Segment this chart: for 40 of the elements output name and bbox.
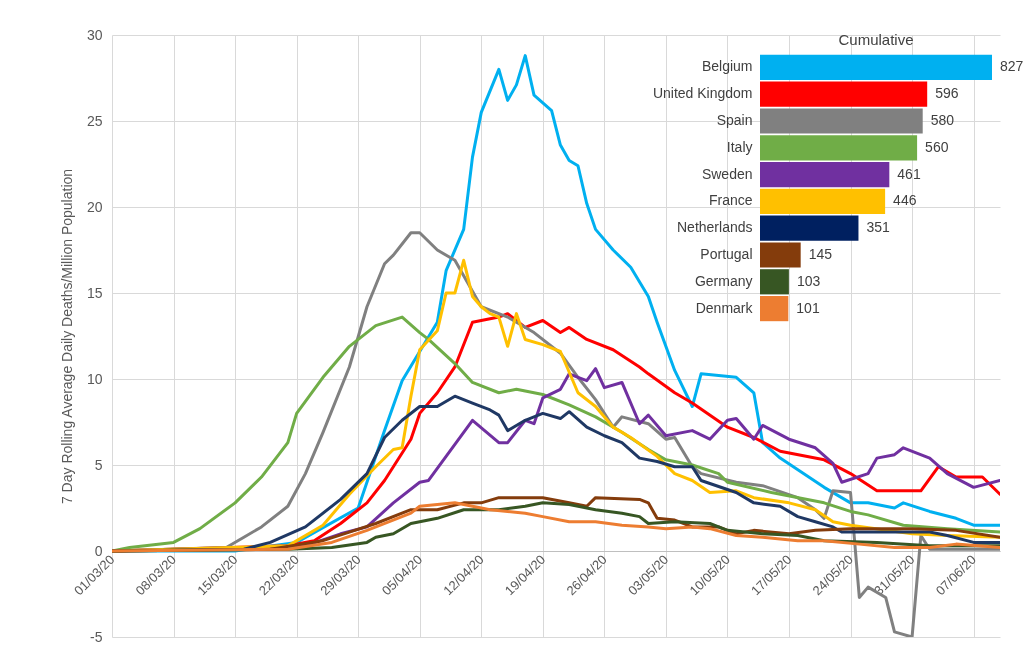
bar [760, 296, 789, 322]
data-label: 351 [866, 219, 891, 236]
bar [760, 135, 918, 161]
bar [760, 108, 923, 134]
y-tick-label: 20 [86, 198, 103, 215]
y-tick-label: Spain [716, 112, 753, 128]
data-label: 103 [796, 272, 821, 289]
bar [760, 54, 992, 80]
y-axis-title: 7 Day Rolling Average Daily Deaths/Million Population [58, 168, 75, 505]
y-tick-label: 30 [86, 26, 103, 43]
y-tick-label: Germany [694, 272, 753, 289]
bar [760, 81, 928, 107]
data-label: 145 [808, 246, 833, 262]
y-tick-label: Denmark [695, 299, 754, 316]
data-label: 596 [935, 85, 959, 102]
bar [760, 188, 886, 214]
bar [760, 162, 890, 188]
y-tick-label: 5 [94, 456, 103, 473]
bar [760, 269, 789, 295]
data-label: 560 [925, 138, 949, 155]
data-label: 101 [796, 299, 820, 316]
y-tick-label: Belgium [701, 58, 753, 75]
y-tick-label: 10 [86, 370, 103, 387]
data-label: 580 [930, 112, 955, 128]
chart-title: Cumulative [838, 31, 914, 48]
data-label: 827 [1000, 58, 1024, 75]
y-tick-label: Netherlands [677, 219, 753, 236]
y-tick-label: United Kingdom [652, 85, 753, 102]
data-label: 446 [893, 192, 917, 209]
data-label: 461 [897, 165, 921, 182]
y-tick-label: 25 [86, 112, 103, 129]
y-tick-label: Italy [726, 138, 753, 155]
y-tick-label: -5 [90, 628, 103, 645]
y-tick-label: 15 [86, 284, 103, 301]
bar [760, 242, 801, 268]
y-tick-label: 0 [94, 542, 103, 559]
bar [760, 215, 859, 241]
y-tick-label: France [708, 192, 753, 209]
y-tick-label: Sweden [701, 165, 753, 182]
y-tick-label: Portugal [700, 246, 753, 262]
